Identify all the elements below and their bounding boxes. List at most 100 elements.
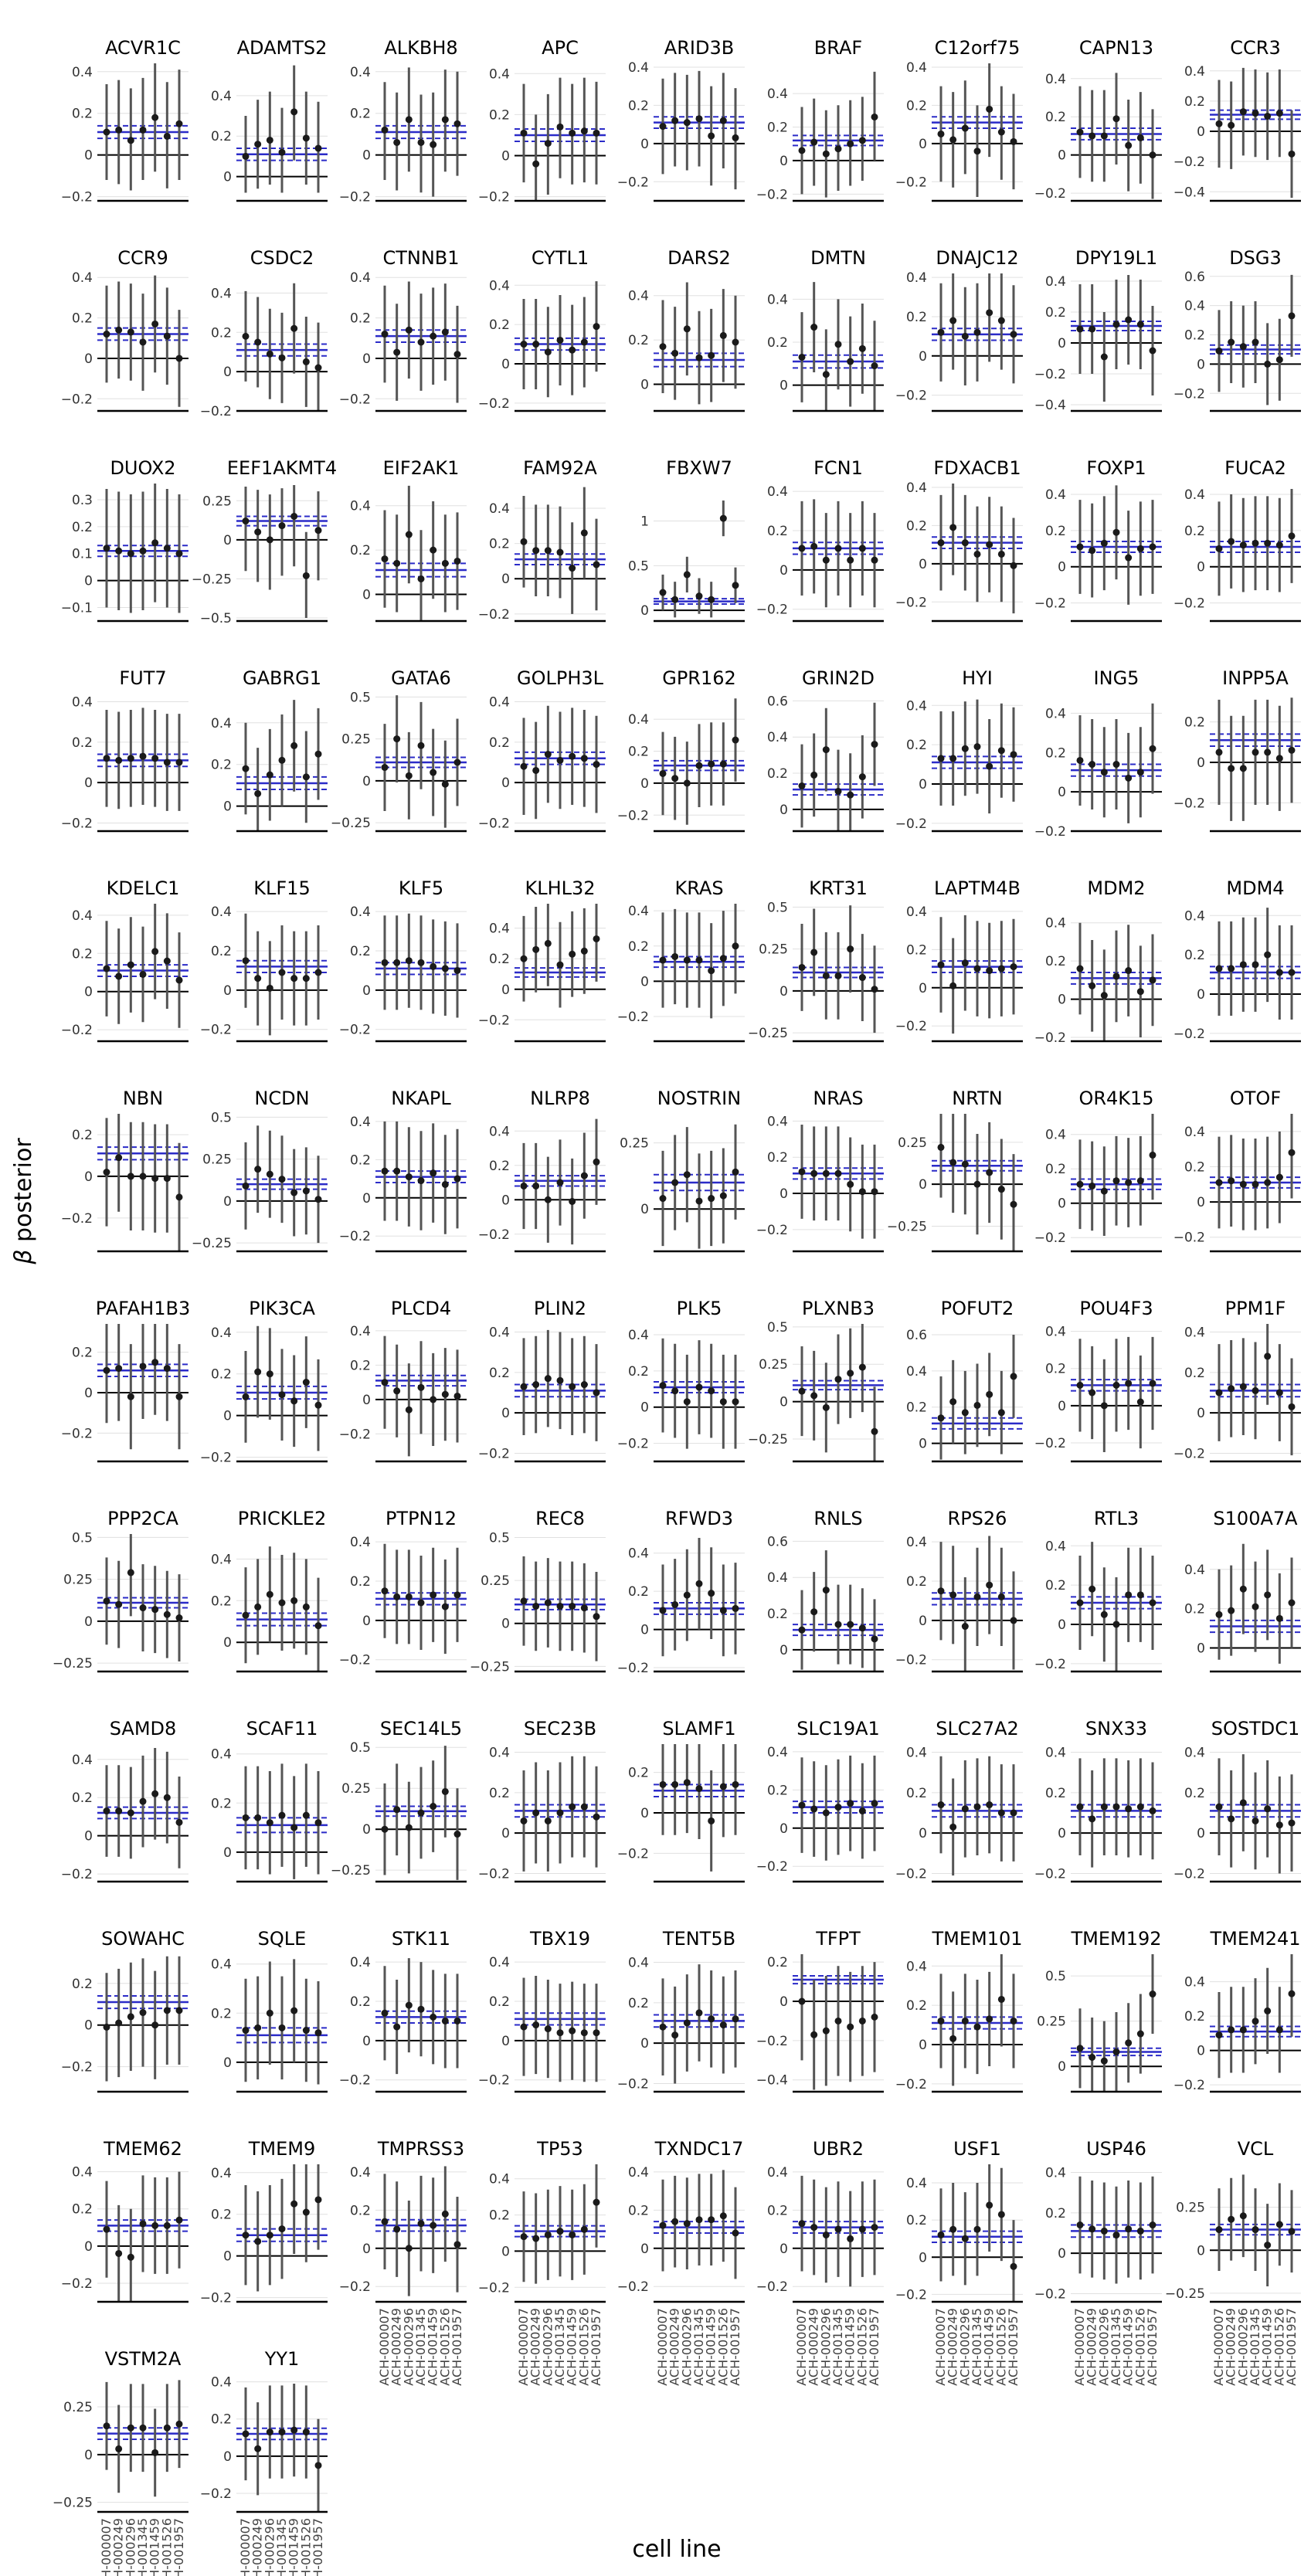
point-estimate <box>115 1807 123 1815</box>
panel-cytl1: CYTL1 −0.2 0 0.2 0.4 <box>478 247 606 412</box>
point-estimate <box>986 1581 993 1589</box>
panel-title: FUCA2 <box>1224 457 1286 479</box>
point-estimate <box>961 2235 969 2242</box>
point-estimate <box>290 2426 298 2434</box>
point-estimate <box>139 2220 147 2228</box>
point-estimate <box>949 317 957 324</box>
point-estimate <box>163 332 171 340</box>
point-estimate <box>1089 982 1096 989</box>
point-estimate <box>997 1409 1005 1417</box>
point-estimate <box>822 1169 830 1177</box>
panel-kdelc1: KDELC1 −0.2 0 0.2 0.4 <box>61 877 188 1043</box>
point-estimate <box>810 2031 818 2038</box>
point-estimate <box>175 2007 183 2014</box>
point-estimate <box>937 2017 945 2024</box>
panel-title: SLC19A1 <box>796 1718 880 1739</box>
point-estimate <box>719 117 727 124</box>
point-estimate <box>314 2462 322 2469</box>
point-estimate <box>961 959 969 967</box>
point-estimate <box>532 945 540 953</box>
point-estimate <box>973 1803 981 1811</box>
panel-pofut2: POFUT2 0 0.2 0.4 0.6 <box>906 1298 1023 1463</box>
point-estimate <box>544 1196 552 1203</box>
point-estimate <box>115 1600 123 1608</box>
y-tick-label: −0.2 <box>200 2486 232 2502</box>
panel-sec14l5: SEC14L5 −0.25 0 0.25 0.5 <box>331 1718 467 1883</box>
point-estimate <box>810 1169 818 1177</box>
point-estimate <box>732 942 739 950</box>
point-estimate <box>1275 2221 1283 2228</box>
y-tick-label: 0.4 <box>628 1955 649 1970</box>
point-estimate <box>1239 343 1247 351</box>
y-tick-label: 0 <box>640 1202 649 1217</box>
y-tick-label: 0 <box>501 1406 510 1421</box>
point-estimate <box>453 966 461 974</box>
panel-title: USF1 <box>953 2138 1001 2160</box>
point-estimate <box>453 2241 461 2248</box>
y-tick-label: 0 <box>501 2244 510 2259</box>
y-tick-label: 0.4 <box>1184 1563 1205 1578</box>
point-estimate <box>302 2027 310 2035</box>
y-tick-label: 0 <box>84 148 93 164</box>
point-estimate <box>834 972 842 979</box>
point-estimate <box>593 323 600 331</box>
point-estimate <box>103 545 110 552</box>
point-estimate <box>163 1794 171 1801</box>
panel-fuca2: FUCA2 −0.2 0 0.2 0.4 <box>1173 457 1301 623</box>
y-tick-label: 0.2 <box>350 1994 371 2010</box>
panel-sowahc: SOWAHC −0.2 0 0.2 <box>61 1928 188 2093</box>
panel-title: GRIN2D <box>802 667 875 689</box>
y-tick-label: 0.4 <box>767 1745 788 1760</box>
point-estimate <box>278 148 286 156</box>
panel-csdc2: CSDC2 −0.2 0 0.2 0.4 <box>200 247 328 419</box>
y-tick-label: −0.1 <box>61 601 93 616</box>
point-estimate <box>254 2445 262 2452</box>
point-estimate <box>1239 2026 1247 2034</box>
point-estimate <box>937 2231 945 2238</box>
panel-ptpn12: PTPN12 −0.2 0 0.2 0.4 <box>339 1508 467 1673</box>
point-estimate <box>417 742 425 749</box>
point-estimate <box>266 1590 273 1598</box>
point-estimate <box>520 762 528 770</box>
panel-title: SLC27A2 <box>936 1718 1019 1739</box>
point-estimate <box>810 324 818 331</box>
point-estimate <box>1215 120 1223 127</box>
x-tick-label: ACH-001526 <box>298 2518 313 2576</box>
y-tick-label: 0 <box>84 1386 93 1401</box>
y-tick-label: 0.4 <box>350 1115 371 1130</box>
point-estimate <box>556 548 564 556</box>
panel-title: TMPRSS3 <box>377 2138 464 2160</box>
panel-title: POU4F3 <box>1079 1298 1153 1319</box>
point-estimate <box>683 1591 691 1599</box>
y-tick-label: −0.4 <box>1173 185 1205 200</box>
point-estimate <box>1112 1381 1120 1389</box>
point-estimate <box>1252 1603 1259 1610</box>
point-estimate <box>242 152 250 160</box>
y-tick-label: −0.2 <box>61 2276 93 2292</box>
y-tick-label: 0 <box>362 351 371 367</box>
point-estimate <box>798 2220 806 2228</box>
y-tick-label: −0.2 <box>339 190 371 205</box>
panel-krt31: KRT31 −0.25 0 0.25 0.5 <box>748 877 884 1043</box>
y-tick-label: 0.4 <box>1184 908 1205 924</box>
point-estimate <box>683 956 691 964</box>
point-estimate <box>961 1805 969 1813</box>
point-estimate <box>1136 1803 1144 1811</box>
point-estimate <box>520 2023 528 2031</box>
panel-title: FUT7 <box>119 667 166 689</box>
point-estimate <box>810 1608 818 1616</box>
y-tick-label: 0.2 <box>906 1574 927 1590</box>
y-tick-label: 0.25 <box>202 1152 232 1168</box>
y-tick-label: 0.25 <box>759 942 788 958</box>
y-tick-label: 0.2 <box>489 317 510 333</box>
point-estimate <box>847 1800 854 1807</box>
point-estimate <box>163 759 171 766</box>
point-estimate <box>532 341 540 348</box>
y-tick-label: 0 <box>1197 1641 1205 1656</box>
point-estimate <box>405 2245 413 2252</box>
y-tick-label: 0 <box>1197 2044 1205 2059</box>
point-estimate <box>520 1383 528 1390</box>
point-estimate <box>544 939 552 947</box>
point-estimate <box>937 1143 945 1151</box>
y-tick-label: 0 <box>1197 1195 1205 1210</box>
